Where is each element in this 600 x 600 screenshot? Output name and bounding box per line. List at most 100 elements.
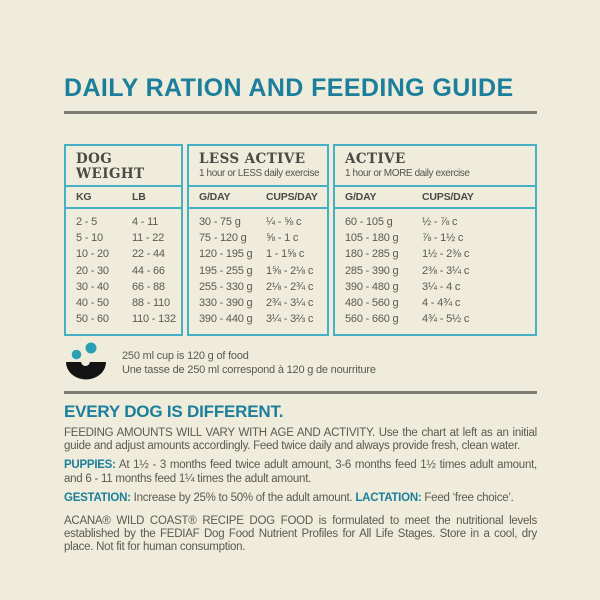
cell-grams: 560 - 660 g (345, 313, 399, 326)
col-header-kg: KG (76, 191, 92, 203)
active-rows: 60 - 105 g ½ - ⅞ c 105 - 180 g ⅞ - 1½ c 18… (335, 209, 535, 334)
dog-weight-header: DOG WEIGHT (66, 146, 181, 187)
active-subtitle: 1 hour or MORE daily exercise (345, 168, 470, 179)
title-divider (64, 111, 537, 114)
active-header: ACTIVE 1 hour or MORE daily exercise (335, 146, 535, 187)
cell-kg: 30 - 40 (76, 280, 109, 293)
cell-kg: 10 - 20 (76, 248, 109, 261)
cell-grams: 480 - 560 g (345, 297, 399, 310)
cell-cups: 2⅜ - 3¼ c (422, 264, 470, 277)
info-paragraph-gestation-lactation: GESTATION: Increase by 25% to 50% of the… (64, 492, 537, 505)
table-row: 75 - 120 g ⅝ - 1 c (199, 230, 327, 246)
cell-grams: 255 - 330 g (199, 280, 253, 293)
cell-kg: 5 - 10 (76, 232, 103, 245)
page-title: DAILY RATION AND FEEDING GUIDE (64, 74, 514, 102)
table-row: 10 - 20 22 - 44 (76, 246, 181, 262)
col-header-cupsday: CUPS/DAY (266, 191, 318, 203)
cell-cups: ¼ - ⅝ c (266, 216, 302, 228)
cell-cups: 1⅝ - 2⅛ c (266, 264, 314, 277)
active-title: ACTIVE (345, 151, 406, 167)
active-panel: ACTIVE 1 hour or MORE daily exercise G/D… (333, 144, 537, 337)
cup-note-fr: Une tasse de 250 ml correspond à 120 g d… (122, 364, 376, 376)
cell-grams: 285 - 390 g (345, 264, 399, 277)
cell-grams: 105 - 180 g (345, 232, 399, 245)
info-paragraph-puppies: PUPPIES: At 1½ - 3 months feed twice adu… (64, 459, 537, 485)
cell-cups: 4¾ - 5½ c (422, 313, 470, 326)
col-header-lb: LB (132, 191, 146, 203)
cell-cups: 2¾ - 3¼ c (266, 297, 314, 310)
table-row: 285 - 390 g 2⅜ - 3¼ c (345, 263, 535, 279)
cell-grams: 390 - 440 g (199, 313, 253, 326)
table-row: 40 - 50 88 - 110 (76, 295, 181, 311)
table-row: 2 - 5 4 - 11 (76, 214, 181, 230)
lactation-label: LACTATION: (355, 491, 422, 504)
cell-cups: 3¼ - 4 c (422, 280, 461, 293)
cell-grams: 60 - 105 g (345, 216, 393, 228)
cell-grams: 180 - 285 g (345, 248, 399, 261)
dog-weight-rows: 2 - 5 4 - 11 5 - 10 11 - 22 10 - 20 22 - 44… (66, 209, 181, 334)
cell-lb: 11 - 22 (132, 232, 165, 245)
cell-lb: 22 - 44 (132, 248, 165, 261)
table-row: 60 - 105 g ½ - ⅞ c (345, 214, 535, 230)
feeding-info-section: EVERY DOG IS DIFFERENT. FEEDING AMOUNTS … (64, 402, 537, 561)
table-row: 20 - 30 44 - 66 (76, 263, 181, 279)
info-paragraph-footer: ACANA® WILD COAST® RECIPE DOG FOOD is fo… (64, 515, 537, 554)
cell-kg: 20 - 30 (76, 264, 109, 277)
active-subheader: G/DAY CUPS/DAY (335, 187, 535, 209)
table-row: 180 - 285 g 1½ - 2⅜ c (345, 246, 535, 262)
table-row: 560 - 660 g 4¾ - 5½ c (345, 311, 535, 327)
table-row: 30 - 75 g ¼ - ⅝ c (199, 214, 327, 230)
cell-grams: 195 - 255 g (199, 264, 253, 277)
info-paragraph-general: FEEDING AMOUNTS WILL VARY WITH AGE AND A… (64, 427, 537, 453)
less-active-header: LESS ACTIVE 1 hour or LESS daily exercis… (189, 146, 327, 187)
cell-cups: ½ - ⅞ c (422, 216, 458, 228)
less-active-subheader: G/DAY CUPS/DAY (189, 187, 327, 209)
cell-lb: 44 - 66 (132, 264, 165, 277)
cell-kg: 50 - 60 (76, 313, 109, 326)
gestation-label: GESTATION: (64, 491, 131, 504)
table-row: 105 - 180 g ⅞ - 1½ c (345, 230, 535, 246)
dog-weight-title: DOG WEIGHT (76, 151, 145, 182)
table-row: 330 - 390 g 2¾ - 3¼ c (199, 295, 327, 311)
table-row: 390 - 480 g 3¼ - 4 c (345, 279, 535, 295)
cup-measure-text: 250 ml cup is 120 g of food Une tasse de… (122, 349, 376, 377)
table-row: 390 - 440 g 3¼ - 3⅔ c (199, 311, 327, 327)
feeding-table: DOG WEIGHT KG LB 2 - 5 4 - 11 5 - 10 11 - … (64, 144, 537, 337)
info-heading: EVERY DOG IS DIFFERENT. (64, 402, 284, 421)
cell-lb: 66 - 88 (132, 280, 165, 293)
col-header-cupsday: CUPS/DAY (422, 191, 474, 203)
lactation-text: Feed ‘free choice’. (424, 491, 514, 504)
less-active-subtitle: 1 hour or LESS daily exercise (199, 168, 320, 179)
table-row: 255 - 330 g 2⅛ - 2¾ c (199, 279, 327, 295)
cell-kg: 40 - 50 (76, 297, 109, 310)
table-row: 30 - 40 66 - 88 (76, 279, 181, 295)
cell-cups: ⅞ - 1½ c (422, 232, 464, 245)
cell-grams: 75 - 120 g (199, 232, 247, 245)
less-active-panel: LESS ACTIVE 1 hour or LESS daily exercis… (187, 144, 329, 337)
less-active-title: LESS ACTIVE (199, 151, 306, 167)
cell-cups: 4 - 4¾ c (422, 297, 461, 310)
cup-note-en: 250 ml cup is 120 g of food (122, 350, 249, 362)
cell-grams: 30 - 75 g (199, 216, 241, 228)
food-bowl-icon (64, 341, 108, 383)
col-header-gday: G/DAY (199, 191, 231, 203)
less-active-rows: 30 - 75 g ¼ - ⅝ c 75 - 120 g ⅝ - 1 c 120 -… (189, 209, 327, 334)
table-row: 195 - 255 g 1⅝ - 2⅛ c (199, 263, 327, 279)
cell-lb: 88 - 110 (132, 297, 170, 310)
cell-lb: 4 - 11 (132, 216, 159, 228)
cell-grams: 120 - 195 g (199, 248, 253, 261)
cell-grams: 330 - 390 g (199, 297, 253, 310)
cup-measure-note: 250 ml cup is 120 g of food Une tasse de… (64, 341, 537, 383)
cell-cups: 1 - 1⅝ c (266, 248, 305, 261)
table-row: 480 - 560 g 4 - 4¾ c (345, 295, 535, 311)
table-row: 120 - 195 g 1 - 1⅝ c (199, 246, 327, 262)
cell-cups: 3¼ - 3⅔ c (266, 313, 314, 326)
cell-kg: 2 - 5 (76, 216, 98, 228)
table-row: 5 - 10 11 - 22 (76, 230, 181, 246)
dog-weight-subheader: KG LB (66, 187, 181, 209)
puppies-text: At 1½ - 3 months feed twice adult amount… (64, 459, 537, 485)
cell-lb: 110 - 132 (132, 313, 176, 326)
section-divider (64, 391, 537, 394)
puppies-label: PUPPIES: (64, 459, 116, 472)
